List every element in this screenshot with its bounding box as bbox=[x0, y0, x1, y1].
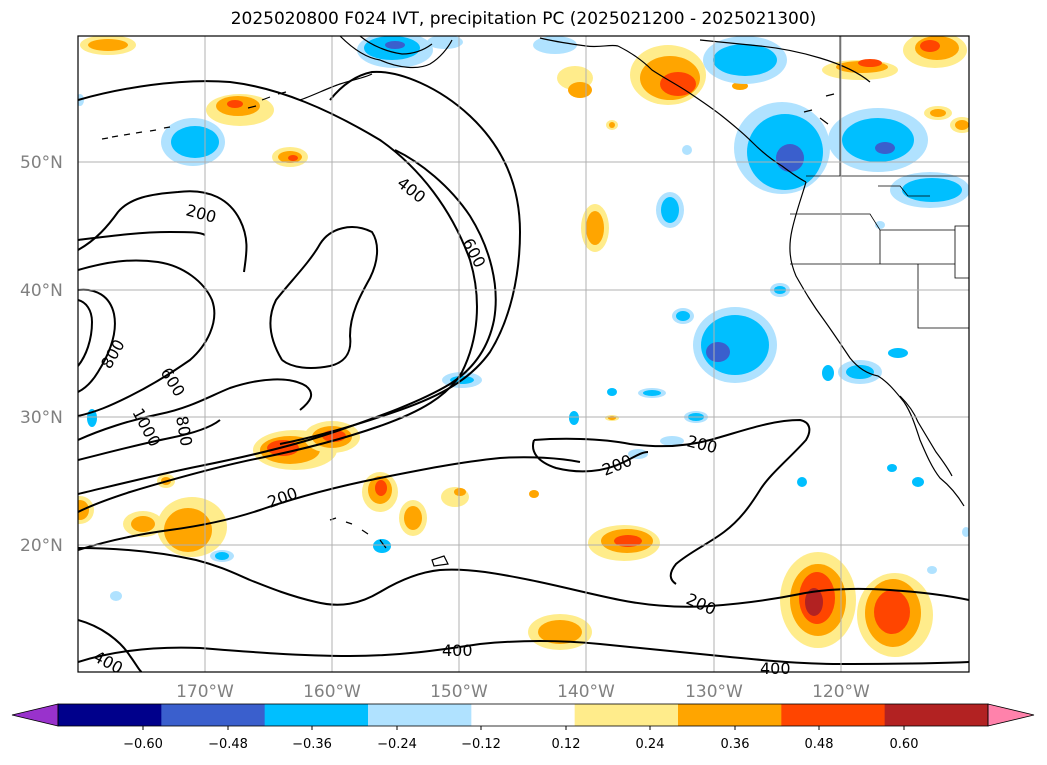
lon-label: 130°W bbox=[685, 682, 743, 702]
lon-label: 150°W bbox=[430, 682, 488, 702]
latitude-labels: 50°N 40°N 30°N 20°N bbox=[20, 153, 63, 556]
colorbar-segment bbox=[471, 704, 576, 726]
graticule bbox=[78, 36, 969, 672]
colorbar-segment bbox=[161, 704, 266, 726]
precip-positive-regions bbox=[78, 36, 969, 657]
map-frame bbox=[77, 35, 970, 673]
colorbar-tick: −0.36 bbox=[292, 737, 332, 752]
lon-label: 170°W bbox=[176, 682, 234, 702]
longitude-labels: 170°W 160°W 150°W 140°W 130°W 120°W bbox=[176, 682, 870, 702]
colorbar-segment bbox=[781, 704, 886, 726]
colorbar-tick: 0.12 bbox=[552, 737, 581, 752]
lon-label: 160°W bbox=[303, 682, 361, 702]
colorbar-tick: −0.60 bbox=[123, 737, 163, 752]
colorbar-segment bbox=[264, 704, 369, 726]
colorbar-max-extension bbox=[987, 703, 1035, 727]
map-title: 2025020800 F024 IVT, precipitation PC (2… bbox=[230, 9, 817, 29]
colorbar-tick: −0.24 bbox=[377, 737, 417, 752]
colorbar-frame bbox=[57, 703, 989, 727]
lon-label: 140°W bbox=[557, 682, 615, 702]
colorbar-segment bbox=[574, 704, 679, 726]
colorbar-segment bbox=[884, 704, 989, 726]
colorbar-tick: 0.36 bbox=[721, 737, 750, 752]
lat-label: 40°N bbox=[20, 281, 63, 301]
lat-label: 30°N bbox=[20, 408, 63, 428]
colorbar-segment bbox=[368, 704, 472, 726]
political-borders bbox=[790, 36, 969, 329]
colorbar-segment bbox=[58, 704, 162, 726]
colorbar-segment bbox=[678, 704, 782, 726]
colorbar-tick: 0.60 bbox=[890, 737, 919, 752]
colorbar: −0.60 −0.48 −0.36 −0.24 −0.12 0.12 0.24 … bbox=[11, 703, 1035, 752]
colorbar-tick: −0.48 bbox=[208, 737, 248, 752]
ivt-contours bbox=[78, 70, 969, 672]
colorbar-tick: −0.12 bbox=[461, 737, 501, 752]
contour-label: 400 bbox=[760, 659, 791, 678]
colorbar-segments bbox=[58, 704, 989, 726]
lon-label: 120°W bbox=[812, 682, 870, 702]
colorbar-tick: 0.48 bbox=[805, 737, 834, 752]
colorbar-tick: 0.24 bbox=[636, 737, 665, 752]
contour-label: 400 bbox=[442, 641, 473, 660]
lat-label: 20°N bbox=[20, 536, 63, 556]
colorbar-min-extension bbox=[11, 703, 59, 727]
lat-label: 50°N bbox=[20, 153, 63, 173]
coastlines bbox=[101, 36, 965, 567]
